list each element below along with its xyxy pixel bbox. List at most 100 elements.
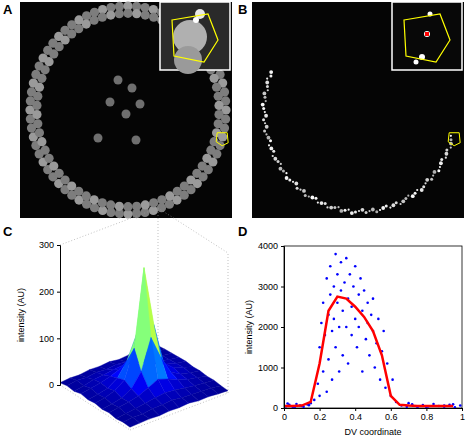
spot <box>299 189 301 191</box>
nucleus <box>37 74 46 83</box>
spot <box>296 187 299 190</box>
spot <box>368 210 370 212</box>
nucleus <box>157 195 166 204</box>
tick-mark <box>391 408 392 411</box>
tick: 0.2 <box>314 408 327 422</box>
nucleus <box>136 100 145 109</box>
data-point <box>318 346 321 349</box>
data-point <box>361 310 364 313</box>
nucleus <box>114 76 123 85</box>
data-point <box>322 301 325 304</box>
spot <box>433 170 437 174</box>
nucleus <box>44 154 53 163</box>
spot <box>375 210 378 213</box>
nucleus <box>214 101 223 110</box>
tick: 0 <box>282 408 287 422</box>
spot <box>264 114 268 118</box>
data-point <box>352 285 355 288</box>
panel-c: 0100200300intensity (AU) <box>16 208 228 430</box>
data-point <box>340 261 343 264</box>
spot <box>350 211 354 215</box>
data-point <box>329 265 332 268</box>
data-point <box>336 301 339 304</box>
spot <box>311 196 315 200</box>
spot <box>414 192 417 195</box>
spot <box>263 129 266 132</box>
spot <box>391 203 395 207</box>
tick-mark <box>355 408 356 411</box>
spot <box>269 74 272 77</box>
data-line <box>284 297 453 406</box>
tick: 1000 <box>258 363 284 373</box>
tick-mark <box>281 368 284 369</box>
tick-label: 300 <box>39 240 54 250</box>
data-point <box>382 330 385 333</box>
inset-outline <box>172 14 218 62</box>
spot <box>449 138 452 141</box>
nucleus <box>149 198 158 207</box>
tick-mark <box>281 246 284 247</box>
inset <box>160 2 230 70</box>
nucleus <box>106 10 115 19</box>
spot <box>268 144 270 146</box>
nucleus <box>214 110 223 119</box>
spot <box>450 135 452 137</box>
nucleus <box>49 162 58 171</box>
panel-label: D <box>238 224 247 239</box>
axis-line <box>57 246 61 386</box>
spot <box>262 118 265 121</box>
nucleus <box>210 137 219 146</box>
spot <box>422 185 425 188</box>
spot <box>320 201 324 205</box>
axis-line <box>285 409 463 412</box>
nucleus <box>40 146 49 155</box>
inset-outline <box>404 14 450 62</box>
spot <box>294 182 298 186</box>
tick: 0 <box>49 380 60 390</box>
tick-label: 1000 <box>258 363 278 373</box>
nucleus <box>37 137 46 146</box>
nucleus <box>44 57 53 66</box>
spot <box>277 160 280 163</box>
spot <box>425 178 429 182</box>
tick-mark <box>426 408 427 411</box>
spot <box>262 91 266 95</box>
data-point <box>347 362 350 365</box>
data-point <box>334 346 337 349</box>
image-background <box>20 2 232 218</box>
spot <box>261 103 265 107</box>
nucleus <box>98 13 107 22</box>
nucleus <box>33 119 42 128</box>
inset-spot <box>414 60 419 65</box>
spot <box>337 206 339 208</box>
spot <box>354 211 357 214</box>
tick: 0.4 <box>349 408 362 422</box>
spot <box>439 166 441 168</box>
tick: 3000 <box>258 282 284 292</box>
nucleus <box>132 202 141 211</box>
spot <box>272 155 274 157</box>
panel-label: C <box>3 224 13 239</box>
spot <box>365 211 368 214</box>
data-point <box>318 395 321 398</box>
nucleus <box>214 92 223 101</box>
nucleus <box>40 65 49 74</box>
data-point <box>363 289 366 292</box>
tick-label: 0.8 <box>421 412 434 422</box>
spot <box>333 206 336 209</box>
data-point <box>331 378 334 381</box>
data-point <box>331 330 334 333</box>
spot <box>265 133 267 135</box>
data-point <box>345 257 348 260</box>
data-point <box>338 326 341 329</box>
tick-mark <box>281 408 284 409</box>
spot <box>279 167 283 171</box>
plot-area <box>284 253 462 408</box>
tick-label: 2000 <box>258 322 278 332</box>
spot <box>264 122 266 124</box>
data-point <box>327 358 330 361</box>
spot <box>326 206 328 208</box>
nucleus <box>90 16 99 25</box>
nucleus <box>90 203 99 212</box>
nucleus <box>106 200 115 209</box>
